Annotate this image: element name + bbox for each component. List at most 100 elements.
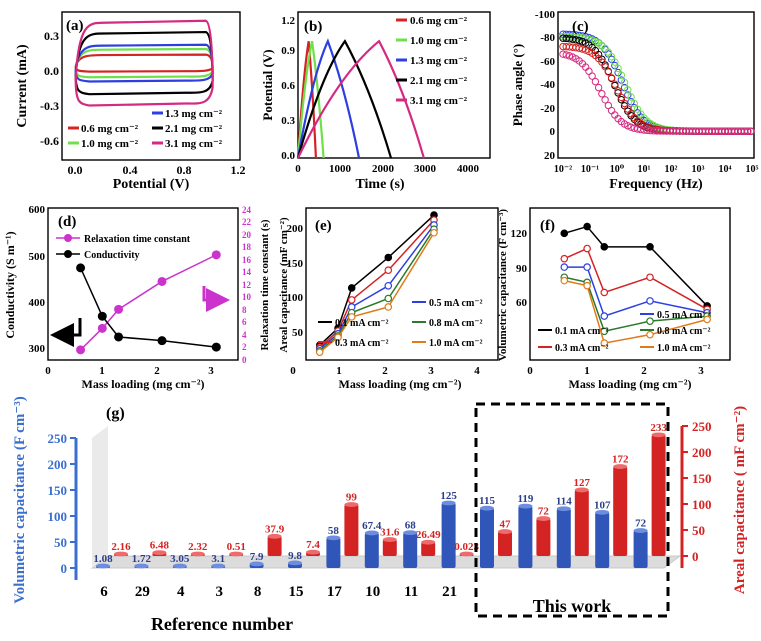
data-point (157, 276, 167, 286)
phase-point (588, 72, 596, 80)
ytick-right: 24 (242, 205, 252, 215)
phase-point (578, 45, 587, 53)
category-label: 10 (365, 584, 380, 600)
phase-point (617, 93, 626, 102)
data-label-areal: 0.023 (454, 541, 479, 553)
legend-item: 1.0 mg cm⁻² (81, 138, 139, 150)
data-point (347, 313, 356, 321)
data-point (560, 254, 569, 263)
x-axis-label: Mass loading (mg cm⁻²) (339, 377, 462, 391)
data-point (384, 253, 393, 262)
ytick-left: 50 (54, 535, 67, 550)
category-label: 11 (404, 584, 418, 600)
bar-areal (344, 504, 359, 556)
data-point (646, 330, 654, 339)
data-point (334, 333, 342, 342)
bar-volumetric-cap (96, 563, 110, 569)
bar-areal-cap (421, 539, 436, 545)
bar-areal-cap (267, 533, 282, 539)
xtick: 2000 (372, 163, 395, 175)
ytick: 60 (516, 297, 528, 309)
legend-item: 1.3 mg cm⁻² (165, 108, 223, 120)
bar-backwall (92, 426, 108, 568)
bar-areal-cap (651, 432, 666, 438)
ytick: 0.0 (44, 64, 59, 78)
phase-point (630, 99, 638, 108)
data-point (583, 222, 591, 231)
xtick: 2 (382, 365, 388, 377)
cv-loop (74, 53, 214, 73)
series-line (79, 267, 217, 348)
phase-point (624, 122, 632, 130)
xtick: 3 (698, 365, 704, 377)
data-label-areal: 127 (574, 477, 591, 489)
cv-loop (74, 19, 214, 107)
phase-point (614, 64, 622, 73)
phase-point (598, 55, 606, 64)
ytick-left: 100 (48, 509, 68, 524)
y-axis-label-left: Volumetric capacitance (F cm⁻³) (12, 396, 28, 604)
x-axis-label: Mass loading (mg cm⁻²) (82, 377, 205, 391)
xtick: 0.0 (68, 163, 83, 177)
data-point (600, 312, 609, 320)
phase-point (611, 80, 619, 88)
bar-areal-cap (114, 551, 128, 557)
xtick: 1 (99, 365, 105, 377)
y-axis-label-right: Relaxation time constant (s) (259, 219, 271, 350)
bar-volumetric-cap (633, 528, 648, 533)
legend: 0.5 mA cm⁻² 0.1 mA cm⁻² 0.8 mA cm⁻² 0.3 … (538, 310, 711, 354)
bar-volumetric-cap (249, 561, 264, 567)
ytick-right: 0 (692, 549, 699, 564)
legend-item: 1.0 mA cm⁻² (429, 338, 483, 349)
xtick: 10¹ (638, 164, 651, 175)
phase-point (594, 83, 603, 92)
bar-areal-cap (498, 529, 512, 534)
ytick: 500 (29, 251, 46, 263)
data-point (211, 250, 221, 260)
data-label-areal: 99 (346, 492, 358, 504)
ytick: 300 (29, 343, 46, 355)
data-point (76, 345, 86, 355)
legend-item: Conductivity (84, 250, 140, 261)
phase-point (627, 123, 635, 131)
bar-volumetric (633, 530, 648, 568)
xtick: 0 (45, 365, 51, 377)
series-line (564, 266, 708, 318)
data-label-areal: 31.6 (380, 527, 400, 539)
phase-point (598, 90, 606, 98)
bar-areal-cap (229, 551, 244, 557)
g-axis-ticks: 0 0 50 50 100 100 150 150 200 200 250 250 (48, 419, 712, 576)
ytick: 0.3 (281, 115, 295, 127)
xtick: 0.4 (123, 163, 138, 177)
legend-item: 0.5 mA cm⁻² (429, 298, 483, 309)
bar-areal (651, 434, 666, 556)
left-axis-arrow (50, 318, 82, 347)
xtick: 10³ (692, 164, 705, 175)
legend-item: 0.1 mA cm⁻² (335, 318, 389, 329)
cv-curves (74, 19, 214, 107)
xtick: 4000 (457, 163, 480, 175)
category-label: 6 (100, 584, 108, 600)
panel-label-f: (f) (540, 218, 555, 234)
phase-point (620, 78, 629, 87)
legend-item: 0.8 mA cm⁻² (429, 318, 483, 329)
legend: 1.3 mg cm⁻² 0.6 mg cm⁻² 2.1 mg cm⁻² 1.0 … (68, 108, 223, 150)
bar-areal (382, 539, 397, 556)
legend-item: 3.1 mg cm⁻² (165, 138, 223, 150)
ytick-right: 200 (692, 445, 712, 460)
bar-volumetric (556, 508, 571, 568)
xtick: 3000 (414, 163, 437, 175)
bar-volumetric-cap (441, 500, 456, 506)
bar-volumetric (595, 512, 610, 568)
ytick-right: 2 (242, 342, 247, 352)
ytick: -100 (535, 9, 556, 21)
data-label-volumetric: 1.72 (132, 553, 152, 565)
ytick: 0.0 (281, 150, 295, 162)
panel-a: (a) 0.3 0.0 -0.3 -0.6 0.0 0.4 0.8 1.2 Po… (15, 11, 246, 192)
data-label-volumetric: 119 (517, 493, 533, 505)
panel-label-b: (b) (304, 19, 322, 35)
phase-point (591, 77, 600, 86)
category-label: 17 (327, 584, 343, 600)
data-point (76, 263, 86, 273)
data-label-areal: 172 (612, 454, 629, 466)
